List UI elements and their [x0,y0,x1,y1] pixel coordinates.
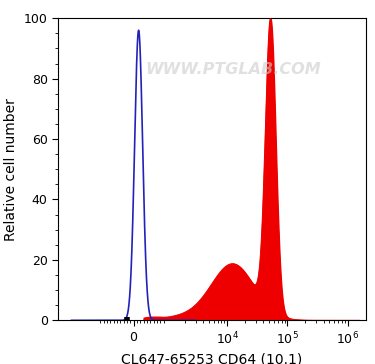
X-axis label: CL647-65253 CD64 (10.1): CL647-65253 CD64 (10.1) [121,353,303,364]
Text: WWW.PTGLAB.COM: WWW.PTGLAB.COM [146,62,321,77]
Y-axis label: Relative cell number: Relative cell number [4,98,18,241]
